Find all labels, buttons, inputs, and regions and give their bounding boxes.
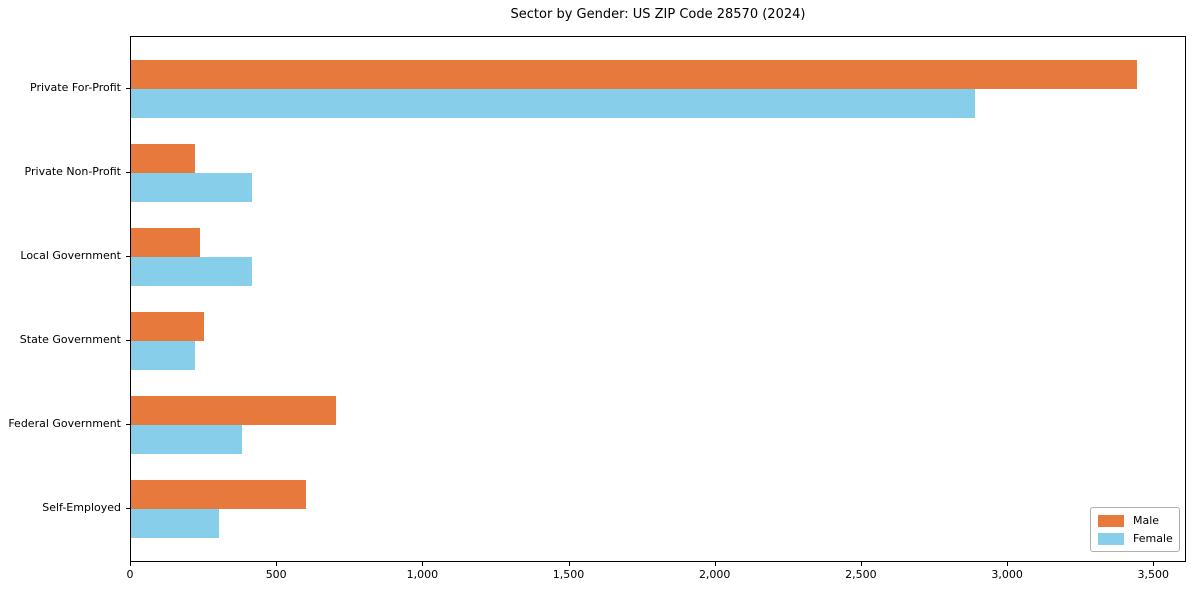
x-tick-mark [1007, 562, 1009, 566]
x-tick-label: 1,000 [406, 568, 439, 581]
y-tick-mark [126, 340, 130, 341]
x-tick-mark [130, 562, 131, 566]
x-tick-label: 2,500 [845, 568, 877, 581]
x-tick-mark [568, 562, 570, 566]
y-tick-mark [126, 256, 130, 257]
y-tick-mark [126, 424, 130, 425]
chart-title: Sector by Gender: US ZIP Code 28570 (202… [510, 7, 806, 22]
legend-label-male: Male [1133, 514, 1160, 527]
x-tick-mark [276, 562, 278, 566]
x-tick-mark [860, 562, 862, 566]
y-tick-mark [126, 172, 130, 173]
y-tick-label: Local Government [20, 249, 121, 262]
bar-male-2 [131, 144, 196, 173]
y-tick-label: State Government [19, 333, 121, 346]
bar-male-6 [131, 480, 307, 509]
bar-male-1 [131, 60, 1137, 89]
bar-female-3 [131, 257, 253, 286]
legend-entry-female: Female [1098, 531, 1173, 546]
x-tick-label: 0 [126, 568, 134, 581]
x-tick-label: 1,500 [552, 568, 585, 581]
x-tick-label: 3,500 [1137, 568, 1170, 581]
bar-female-6 [131, 509, 219, 538]
x-tick-mark [714, 562, 716, 566]
y-tick-label: Self-Employed [42, 501, 121, 514]
x-tick-mark [1153, 562, 1155, 566]
x-tick-label: 3,000 [991, 568, 1023, 581]
plot-area [130, 36, 1186, 562]
y-tick-mark [126, 508, 130, 509]
y-tick-label: Private Non-Profit [24, 165, 121, 178]
bar-male-5 [131, 396, 336, 425]
legend-entry-male: Male [1098, 513, 1172, 528]
x-tick-label: 500 [265, 568, 287, 581]
bar-female-2 [131, 173, 253, 202]
y-tick-label: Federal Government [8, 417, 121, 430]
female-series-swatch [1098, 532, 1124, 545]
y-tick-mark [126, 88, 130, 89]
bar-female-5 [131, 425, 243, 454]
legend: Male Female [1090, 507, 1180, 552]
male-series-swatch [1098, 514, 1124, 527]
legend-label-female: Female [1133, 532, 1173, 545]
bar-male-3 [131, 228, 200, 257]
bar-female-1 [131, 89, 975, 118]
bar-female-4 [131, 341, 196, 370]
x-tick-label: 2,000 [698, 568, 731, 581]
bar-male-4 [131, 312, 204, 341]
y-tick-label: Private For-Profit [30, 81, 121, 94]
x-tick-mark [422, 562, 424, 566]
